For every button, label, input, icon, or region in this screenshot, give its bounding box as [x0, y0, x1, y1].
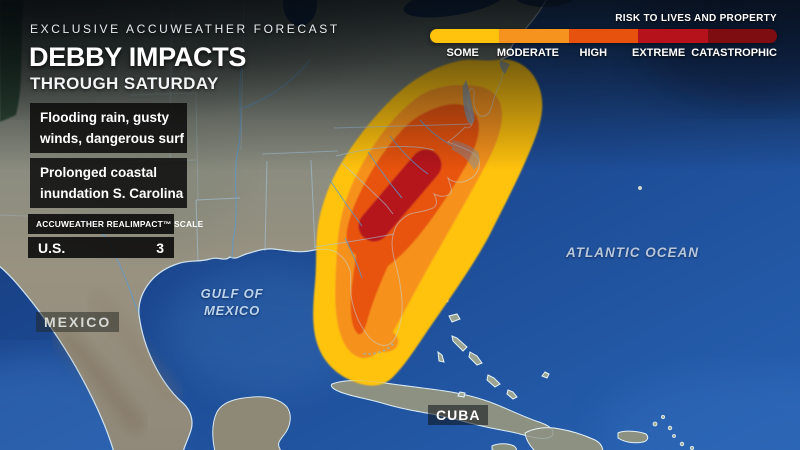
legend-title: RISK TO LIVES AND PROPERTY: [615, 13, 777, 24]
caribbean-islands: [330, 380, 649, 450]
legend-swatch-catastrophic: [707, 29, 778, 43]
realimpact-scale-header: ACCUWEATHER REALIMPACT™ SCALE: [28, 214, 203, 234]
page-title: DEBBY IMPACTS: [29, 42, 247, 72]
risk-legend-labels: SOME MODERATE HIGH EXTREME CATASTROPHIC: [430, 47, 777, 59]
realimpact-value: 3: [156, 239, 164, 256]
label-mexico: MEXICO: [36, 312, 120, 332]
puerto-rico-island: [617, 430, 649, 444]
legend-swatch-moderate: [499, 29, 569, 43]
jamaica-island: [491, 443, 517, 450]
legend-swatch-extreme: [638, 29, 708, 43]
page-subtitle: THROUGH SATURDAY: [30, 74, 219, 93]
legend-label-moderate: MODERATE: [496, 47, 560, 59]
label-gulf-of-mexico: GULF OF MEXICO: [200, 286, 264, 318]
legend-swatch-some: [430, 29, 500, 43]
realimpact-region: U.S.: [38, 239, 66, 256]
legend-label-some: SOME: [446, 47, 479, 59]
legend-swatch-high: [568, 29, 639, 43]
legend-label-extreme: EXTREME: [632, 47, 686, 59]
label-cuba: CUBA: [428, 405, 489, 425]
lesser-antilles: [652, 414, 695, 450]
florida-keys: [360, 343, 394, 355]
callout-flooding: Flooding rain, gusty winds, dangerous su…: [30, 103, 187, 153]
legend-label-high: HIGH: [579, 47, 608, 59]
yucatan-land: [212, 396, 291, 450]
legend-label-catastrophic: CATASTROPHIC: [691, 47, 778, 59]
risk-legend-bar: [430, 29, 778, 43]
kicker-text: EXCLUSIVE ACCUWEATHER FORECAST: [30, 22, 340, 36]
risk-zone-moderate-patch: [368, 329, 399, 353]
realimpact-scale-row: U.S. 3: [28, 237, 174, 258]
callout-inundation: Prolonged coastal inundation S. Carolina: [30, 158, 187, 208]
bermuda-island: [638, 186, 642, 190]
label-atlantic-ocean: ATLANTIC OCEAN: [566, 245, 699, 260]
